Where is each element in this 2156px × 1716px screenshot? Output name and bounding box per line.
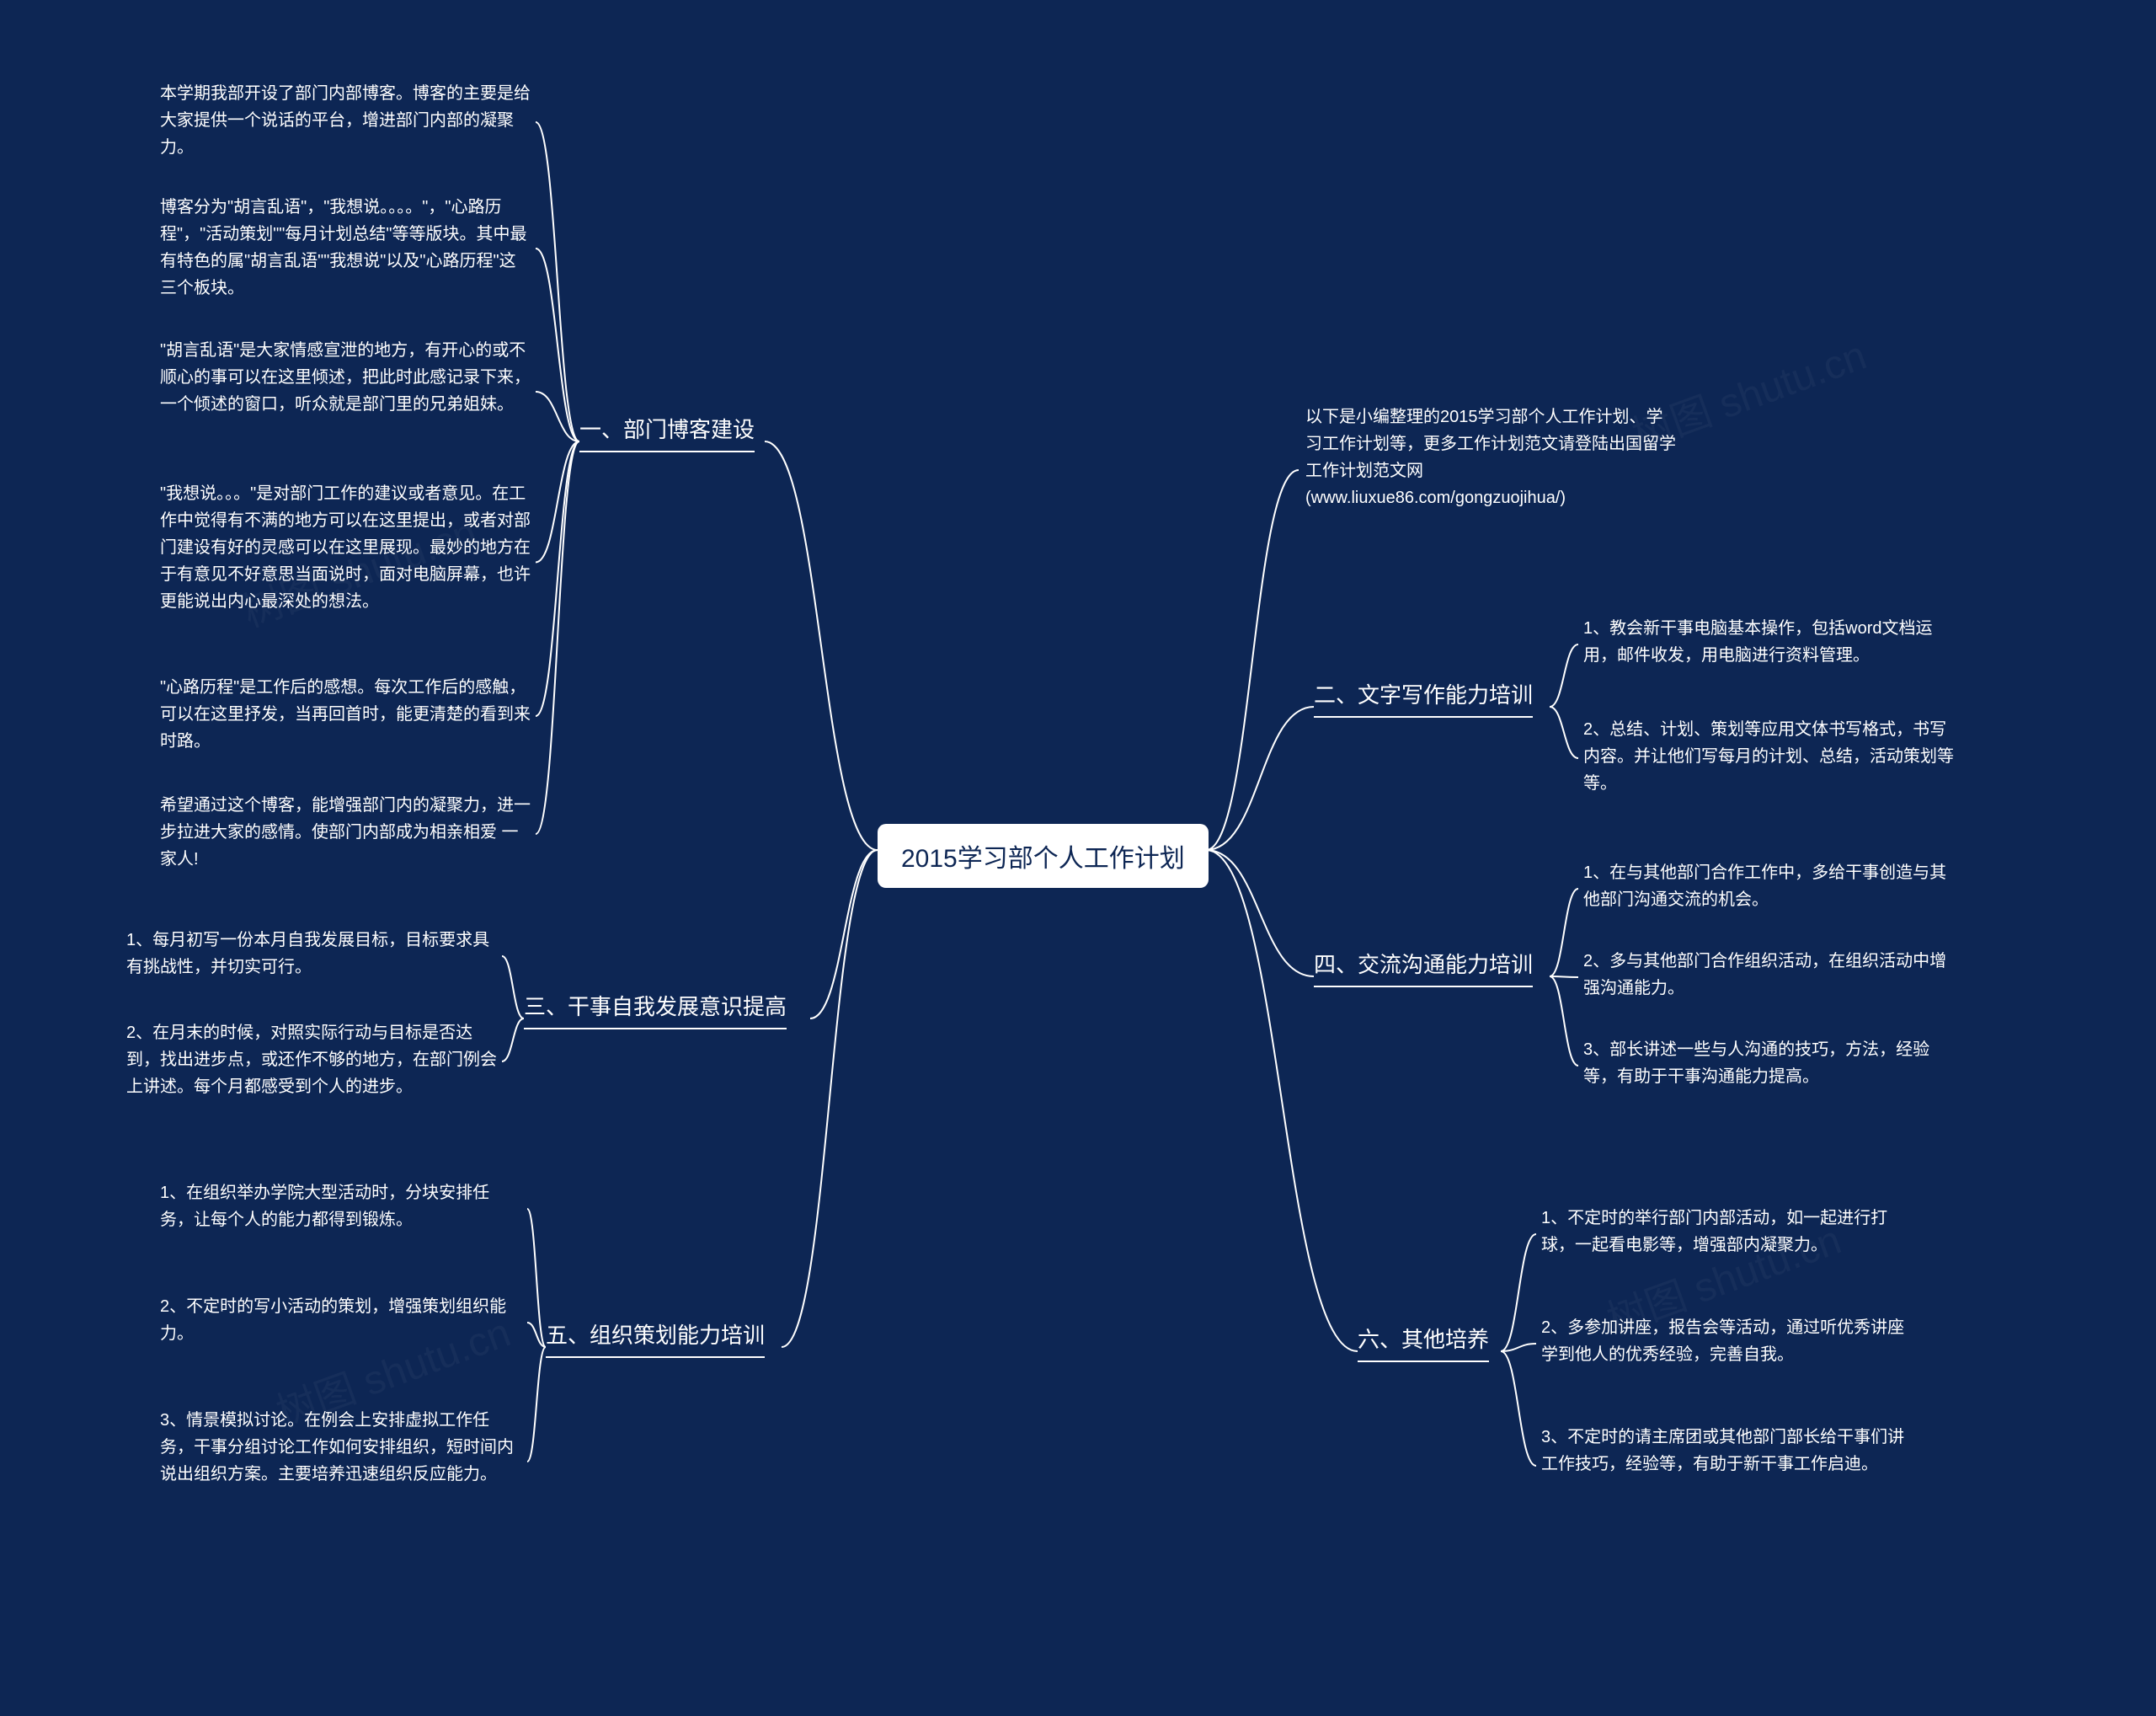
leaf-b3-0: 1、每月初写一份本月自我发展目标，目标要求具有挑战性，并切实可行。 bbox=[126, 927, 497, 981]
leaf-b4-1: 2、多与其他部门合作组织活动，在组织活动中增强沟通能力。 bbox=[1583, 948, 1954, 1002]
leaf-b1-5: 希望通过这个博客，能增强部门内的凝聚力，进一步拉进大家的感情。使部门内部成为相亲… bbox=[160, 792, 531, 873]
branch-b2: 二、文字写作能力培训 bbox=[1314, 678, 1533, 718]
intro-text: 以下是小编整理的2015学习部个人工作计划、学习工作计划等，更多工作计划范文请登… bbox=[1305, 404, 1676, 511]
leaf-b1-1: 博客分为"胡言乱语"，"我想说。。。。"，"心路历程"，"活动策划""每月计划总… bbox=[160, 194, 531, 302]
leaf-b1-2: "胡言乱语"是大家情感宣泄的地方，有开心的或不顺心的事可以在这里倾述，把此时此感… bbox=[160, 337, 531, 418]
leaf-b4-0: 1、在与其他部门合作工作中，多给干事创造与其他部门沟通交流的机会。 bbox=[1583, 859, 1954, 913]
leaf-b1-4: "心路历程"是工作后的感想。每次工作后的感触，可以在这里抒发，当再回首时，能更清… bbox=[160, 674, 531, 755]
branch-b1: 一、部门博客建设 bbox=[579, 413, 755, 452]
branch-b3: 三、干事自我发展意识提高 bbox=[524, 990, 787, 1029]
branch-b6: 六、其他培养 bbox=[1358, 1323, 1489, 1362]
leaf-b5-2: 3、情景模拟讨论。在例会上安排虚拟工作任务，干事分组讨论工作如何安排组织，短时间… bbox=[160, 1407, 522, 1488]
leaf-b6-0: 1、不定时的举行部门内部活动，如一起进行打球，一起看电影等，增强部内凝聚力。 bbox=[1541, 1205, 1912, 1259]
leaf-b1-0: 本学期我部开设了部门内部博客。博客的主要是给大家提供一个说话的平台，增进部门内部… bbox=[160, 80, 531, 161]
leaf-b6-1: 2、多参加讲座，报告会等活动，通过听优秀讲座学到他人的优秀经验，完善自我。 bbox=[1541, 1314, 1912, 1368]
leaf-b5-0: 1、在组织举办学院大型活动时，分块安排任务，让每个人的能力都得到锻炼。 bbox=[160, 1179, 522, 1233]
leaf-b3-1: 2、在月末的时候，对照实际行动与目标是否达到，找出进步点，或还作不够的地方，在部… bbox=[126, 1019, 497, 1100]
leaf-b5-1: 2、不定时的写小活动的策划，增强策划组织能力。 bbox=[160, 1293, 522, 1347]
leaf-b2-0: 1、教会新干事电脑基本操作，包括word文档运用，邮件收发，用电脑进行资料管理。 bbox=[1583, 615, 1954, 669]
leaf-b1-3: "我想说。。。"是对部门工作的建议或者意见。在工作中觉得有不满的地方可以在这里提… bbox=[160, 480, 531, 615]
root-node: 2015学习部个人工作计划 bbox=[878, 824, 1209, 888]
leaf-b6-2: 3、不定时的请主席团或其他部门部长给干事们讲工作技巧，经验等，有助于新干事工作启… bbox=[1541, 1424, 1912, 1478]
branch-b4: 四、交流沟通能力培训 bbox=[1314, 948, 1533, 987]
branch-b5: 五、组织策划能力培训 bbox=[546, 1318, 765, 1358]
leaf-b2-1: 2、总结、计划、策划等应用文体书写格式，书写内容。并让他们写每月的计划、总结，活… bbox=[1583, 716, 1954, 797]
leaf-b4-2: 3、部长讲述一些与人沟通的技巧，方法，经验等，有助于干事沟通能力提高。 bbox=[1583, 1036, 1954, 1090]
